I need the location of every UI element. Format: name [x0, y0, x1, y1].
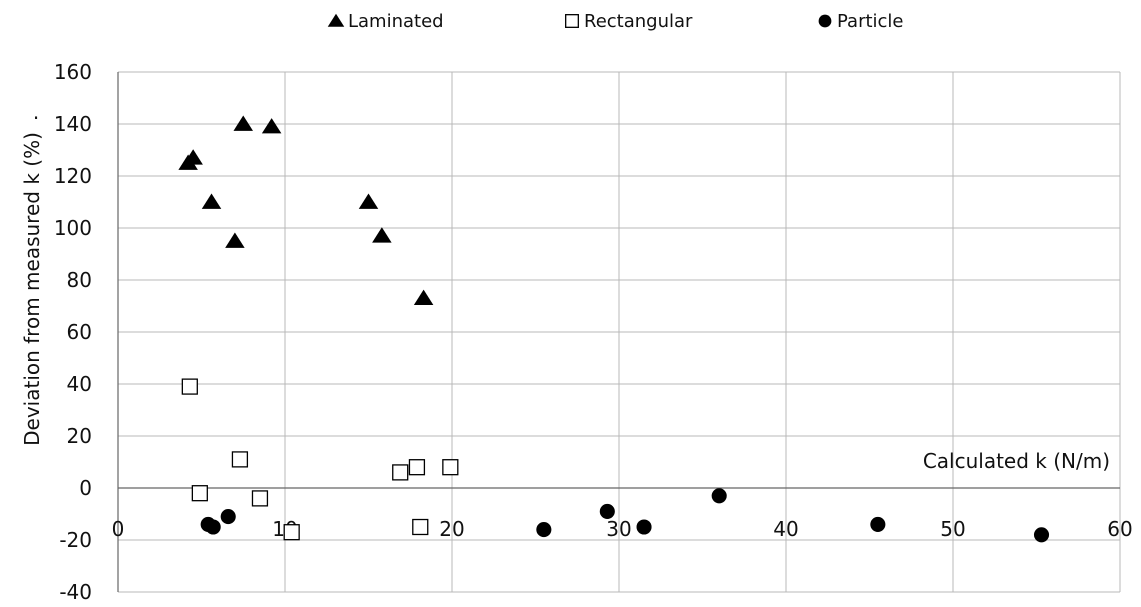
rectangular-point [251, 490, 269, 507]
laminated-point [183, 149, 203, 165]
particle-point [636, 519, 652, 535]
stray-mark: · [33, 106, 39, 130]
laminated-point [358, 193, 379, 209]
legend-label-rectangular: Rectangular [584, 11, 693, 32]
particle-point [220, 509, 236, 525]
y-tick-label: 140 [54, 112, 92, 136]
laminated-series [178, 115, 434, 306]
x-tick-label: 0 [112, 517, 125, 541]
rectangular-series [181, 378, 459, 541]
rectangular-point [392, 464, 409, 481]
y-tick-label: -40 [59, 580, 92, 604]
laminated-point [261, 118, 282, 134]
data-points [178, 115, 1050, 543]
rectangular-point [408, 459, 426, 476]
legend-label-laminated: Laminated [348, 11, 444, 32]
x-tick-label: 60 [1107, 517, 1132, 541]
laminated-legend-marker [327, 13, 345, 27]
x-tick-label: 40 [773, 517, 798, 541]
particle-point [536, 522, 552, 538]
rectangular-point [181, 378, 198, 395]
particle-point [599, 503, 615, 519]
particle-point [205, 519, 221, 535]
legend-item-rectangular: Rectangular [565, 11, 693, 32]
y-tick-label: -20 [59, 528, 92, 552]
y-axis-title: Deviation from measured k (%) [20, 132, 44, 446]
particle-legend-marker [818, 14, 832, 28]
y-tick-label: 160 [54, 60, 92, 84]
x-tick-label: 20 [439, 517, 464, 541]
particle-point [870, 516, 886, 532]
laminated-point [372, 227, 392, 243]
legend-item-laminated: Laminated [327, 11, 444, 32]
legend-item-particle: Particle [818, 11, 904, 32]
particle-point [711, 488, 727, 504]
rectangular-point [191, 485, 208, 502]
legend-label-particle: Particle [837, 11, 904, 32]
x-tick-label: 30 [606, 517, 631, 541]
y-tick-label: 0 [79, 476, 92, 500]
rectangular-point [231, 451, 249, 468]
y-tick-label: 100 [54, 216, 92, 240]
axes: -40-200204060801001201401600102030405060 [54, 60, 1133, 604]
rectangular-legend-marker [565, 14, 579, 28]
y-tick-label: 40 [67, 372, 92, 396]
laminated-point [201, 193, 222, 209]
x-tick-label: 50 [940, 517, 965, 541]
rectangular-point [412, 518, 429, 536]
grid [117, 71, 1121, 593]
particle-series [200, 488, 1050, 543]
y-tick-label: 120 [54, 164, 92, 188]
y-tick-label: 20 [67, 424, 92, 448]
laminated-point [233, 115, 253, 131]
particle-point [1033, 527, 1050, 543]
y-tick-label: 60 [67, 320, 92, 344]
laminated-point [225, 232, 245, 248]
rectangular-point [442, 459, 459, 476]
laminated-point [413, 289, 434, 306]
rectangular-point [283, 524, 300, 541]
x-axis-title: Calculated k (N/m) [923, 449, 1110, 473]
legend: Laminated Rectangular Particle [327, 11, 904, 32]
y-tick-label: 80 [67, 268, 92, 292]
